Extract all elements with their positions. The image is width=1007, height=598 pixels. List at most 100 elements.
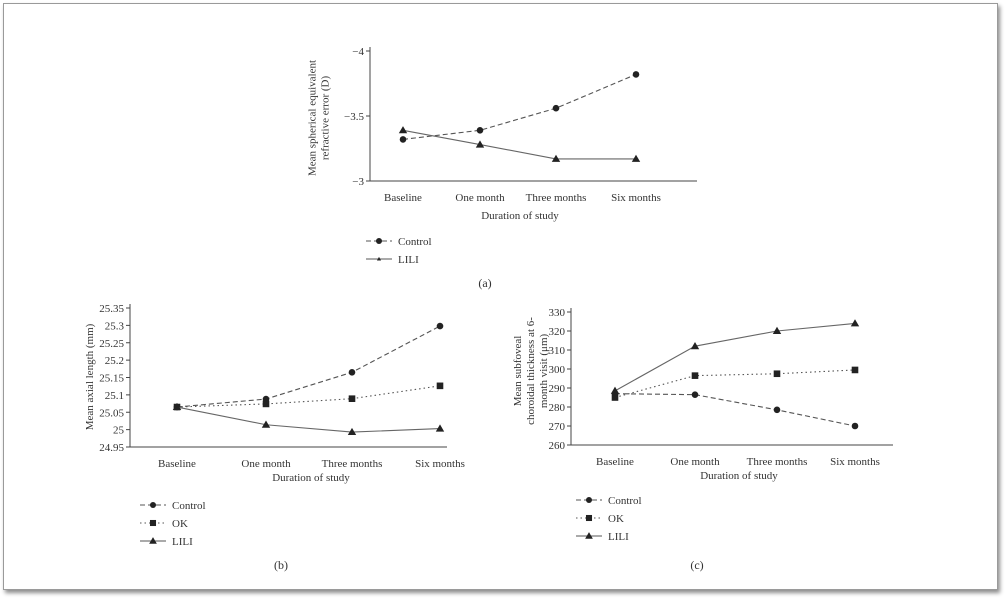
- x-axis-title: Duration of study: [700, 470, 778, 482]
- y-tick-label: 300: [549, 364, 566, 376]
- x-tick-label: Three months: [747, 456, 808, 468]
- data-point-control: [348, 368, 356, 376]
- data-point-control: [691, 391, 699, 398]
- y-axis-title-line: month visit (μm): [538, 333, 550, 408]
- x-tick-label: Six months: [611, 192, 661, 204]
- y-tick-label: 25.1: [105, 390, 124, 402]
- data-point-ok: [851, 366, 859, 374]
- x-tick-label: Six months: [415, 458, 465, 470]
- y-tick-label: 270: [549, 421, 566, 433]
- chart-panel-b: 24.95 25 25.05 25.1 25.15 25.2 25.25 25.3 25.35 B…: [84, 303, 465, 572]
- series-line-control: [402, 73, 637, 140]
- y-axis-title-line: choroidal thickness at 6-: [525, 317, 537, 425]
- legend-item-control: Control: [366, 236, 432, 248]
- data-point-lili: [610, 386, 620, 394]
- data-point-lili: [261, 420, 271, 428]
- data-point-lili: [172, 402, 182, 411]
- data-point-control: [436, 322, 444, 330]
- y-axis-title: Mean subfovealchoroidal thickness at 6-m…: [512, 317, 550, 425]
- legend-marker: [585, 496, 593, 504]
- y-tick-label: 25: [113, 425, 125, 437]
- legend-item-ok: OK: [576, 513, 624, 525]
- x-tick-label: One month: [455, 192, 505, 204]
- data-point-ok: [262, 400, 270, 408]
- series-line-lili: [614, 322, 856, 392]
- data-point-lili: [347, 427, 357, 436]
- legend-label: OK: [172, 518, 188, 530]
- y-tick-label: −3: [352, 176, 364, 188]
- data-point-lili: [435, 424, 445, 432]
- data-point-ok: [348, 395, 356, 402]
- figure-canvas: −4 −3.5 −3 Baseline One month Three months Six…: [84, 46, 893, 572]
- y-tick-label: 25.2: [105, 355, 124, 367]
- x-tick-label: Baseline: [384, 192, 422, 204]
- legend-marker: [149, 537, 157, 544]
- y-tick-label: 25.25: [99, 338, 124, 350]
- y-tick-label: 320: [549, 326, 566, 338]
- y-tick-label: 310: [549, 345, 566, 357]
- data-point-control: [399, 136, 407, 143]
- y-tick-label: 25.15: [99, 373, 124, 385]
- legend-marker: [375, 237, 383, 245]
- chart-panel-a: −4 −3.5 −3 Baseline One month Three months Six…: [307, 46, 697, 290]
- legend-item-lili: LILI: [140, 536, 193, 548]
- data-point-control: [632, 71, 640, 78]
- data-point-lili: [850, 319, 860, 327]
- y-axis-title-line: Mean axial length (mm): [84, 323, 96, 430]
- legend-label: Control: [398, 236, 432, 248]
- data-point-ok: [611, 394, 619, 401]
- figure-frame: −4 −3.5 −3 Baseline One month Three months Six…: [3, 3, 998, 590]
- y-axis-title: Mean spherical equivalentrefractive erro…: [307, 60, 332, 176]
- y-axis-title: Mean axial length (mm): [84, 323, 96, 430]
- legend-label: Control: [608, 495, 642, 507]
- legend-label: Control: [172, 500, 206, 512]
- legend-item-control: Control: [576, 495, 642, 507]
- data-point-control: [476, 127, 484, 134]
- x-tick-label: Three months: [526, 192, 587, 204]
- y-axis-title-line: refractive error (D): [320, 76, 332, 161]
- data-point-control: [773, 406, 781, 414]
- panel-label-a: (a): [478, 276, 491, 290]
- y-tick-label: 290: [549, 383, 566, 395]
- x-tick-label: Baseline: [158, 458, 196, 470]
- data-point-control: [851, 422, 859, 430]
- panel-label-c: (c): [690, 558, 703, 572]
- x-tick-label: One month: [670, 456, 720, 468]
- series-line-lili: [176, 406, 441, 433]
- data-point-lili: [475, 140, 485, 148]
- x-tick-label: Six months: [830, 456, 880, 468]
- series-line-lili: [402, 129, 636, 160]
- data-point-lili: [690, 342, 700, 350]
- legend-label: LILI: [608, 531, 629, 543]
- data-point-lili: [772, 326, 782, 334]
- y-tick-label: 330: [549, 307, 566, 319]
- legend-marker: [149, 501, 157, 509]
- data-point-lili: [398, 126, 408, 134]
- legend-label: LILI: [398, 254, 419, 266]
- y-tick-label: 25.05: [99, 407, 124, 419]
- x-tick-label: One month: [241, 458, 291, 470]
- legend-marker: [149, 519, 157, 527]
- y-axis-title-line: Mean subfoveal: [512, 336, 524, 407]
- series-line-control: [176, 325, 441, 408]
- data-point-lili: [631, 154, 641, 162]
- y-tick-label: 280: [549, 402, 566, 414]
- legend-label: OK: [608, 513, 624, 525]
- y-axis-title-line: Mean spherical equivalent: [307, 60, 319, 176]
- x-tick-label: Three months: [322, 458, 383, 470]
- y-tick-label: 25.3: [105, 320, 125, 332]
- y-tick-label: 260: [549, 440, 566, 452]
- legend-marker: [585, 514, 593, 522]
- legend-item-ok: OK: [140, 518, 188, 530]
- y-tick-label: 24.95: [99, 442, 124, 454]
- data-point-ok: [691, 372, 699, 379]
- y-tick-label: −3.5: [344, 111, 364, 123]
- legend-marker: [376, 256, 382, 261]
- series-line-control: [614, 393, 856, 427]
- data-point-lili: [551, 154, 561, 162]
- legend-marker: [585, 532, 593, 539]
- data-point-control: [552, 104, 560, 112]
- y-tick-label: −4: [352, 46, 364, 58]
- panel-label-b: (b): [274, 558, 288, 572]
- series-line-ok: [614, 369, 856, 399]
